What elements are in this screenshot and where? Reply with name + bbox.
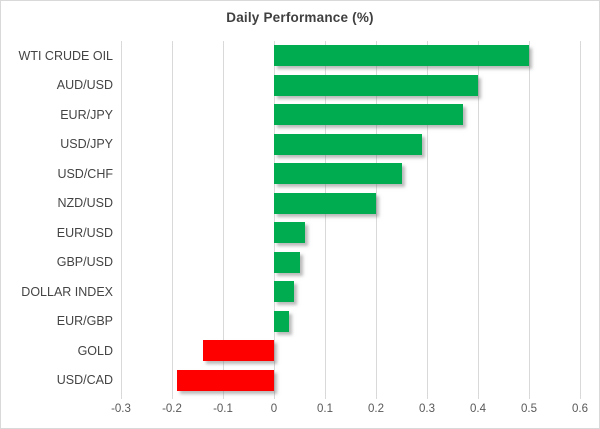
x-tick-label: -0.1 [213, 403, 233, 415]
gridline-0.5 [529, 41, 530, 399]
bar-nzd-usd [274, 192, 376, 214]
bar-eur-usd [274, 222, 305, 244]
bar-gold [202, 340, 274, 362]
category-label-nzd-usd: NZD/USD [57, 196, 113, 211]
category-label-usd-chf: USD/CHF [57, 166, 113, 181]
category-label-eur-jpy: EUR/JPY [60, 107, 113, 122]
x-tick-label: 0.2 [368, 403, 384, 415]
gridline-0.6 [580, 41, 581, 399]
gridline-0 [274, 41, 275, 399]
x-tick-label: 0.5 [521, 403, 537, 415]
bar-usd-jpy [274, 133, 422, 155]
chart-title: Daily Performance (%) [226, 10, 374, 25]
gridline-0.3 [427, 41, 428, 399]
gridline--0.3 [121, 41, 122, 399]
bar-eur-gbp [274, 310, 290, 332]
bar-eur-jpy [274, 104, 463, 126]
x-tick-label: 0 [270, 403, 278, 415]
category-label-eur-usd: EUR/USD [56, 225, 113, 240]
x-tick-label: -0.2 [162, 403, 182, 415]
category-label-wti-crude-oil: WTI CRUDE OIL [18, 48, 113, 63]
bar-wti-crude-oil [274, 45, 529, 67]
gridline--0.1 [223, 41, 224, 399]
category-label-dollar-index: DOLLAR INDEX [21, 284, 113, 299]
category-label-usd-jpy: USD/JPY [60, 137, 113, 152]
category-label-gbp-usd: GBP/USD [56, 255, 113, 270]
bar-usd-chf [274, 163, 402, 185]
bar-gbp-usd [274, 251, 300, 273]
category-label-usd-cad: USD/CAD [56, 373, 113, 388]
bar-aud-usd [274, 74, 478, 96]
x-tick-label: 0.1 [317, 403, 333, 415]
gridline-0.2 [376, 41, 377, 399]
x-tick-label: -0.3 [111, 403, 131, 415]
gridline-0.4 [478, 41, 479, 399]
category-label-gold: GOLD [77, 343, 113, 358]
category-label-aud-usd: AUD/USD [56, 78, 113, 93]
x-tick-label: 0.3 [419, 403, 435, 415]
x-tick-label: 0.4 [470, 403, 486, 415]
gridline--0.2 [172, 41, 173, 399]
x-tick-label: 0.6 [572, 403, 588, 415]
bar-usd-cad [177, 369, 274, 391]
category-label-eur-gbp: EUR/GBP [56, 314, 113, 329]
bar-dollar-index [274, 281, 295, 303]
gridline-0.1 [325, 41, 326, 399]
